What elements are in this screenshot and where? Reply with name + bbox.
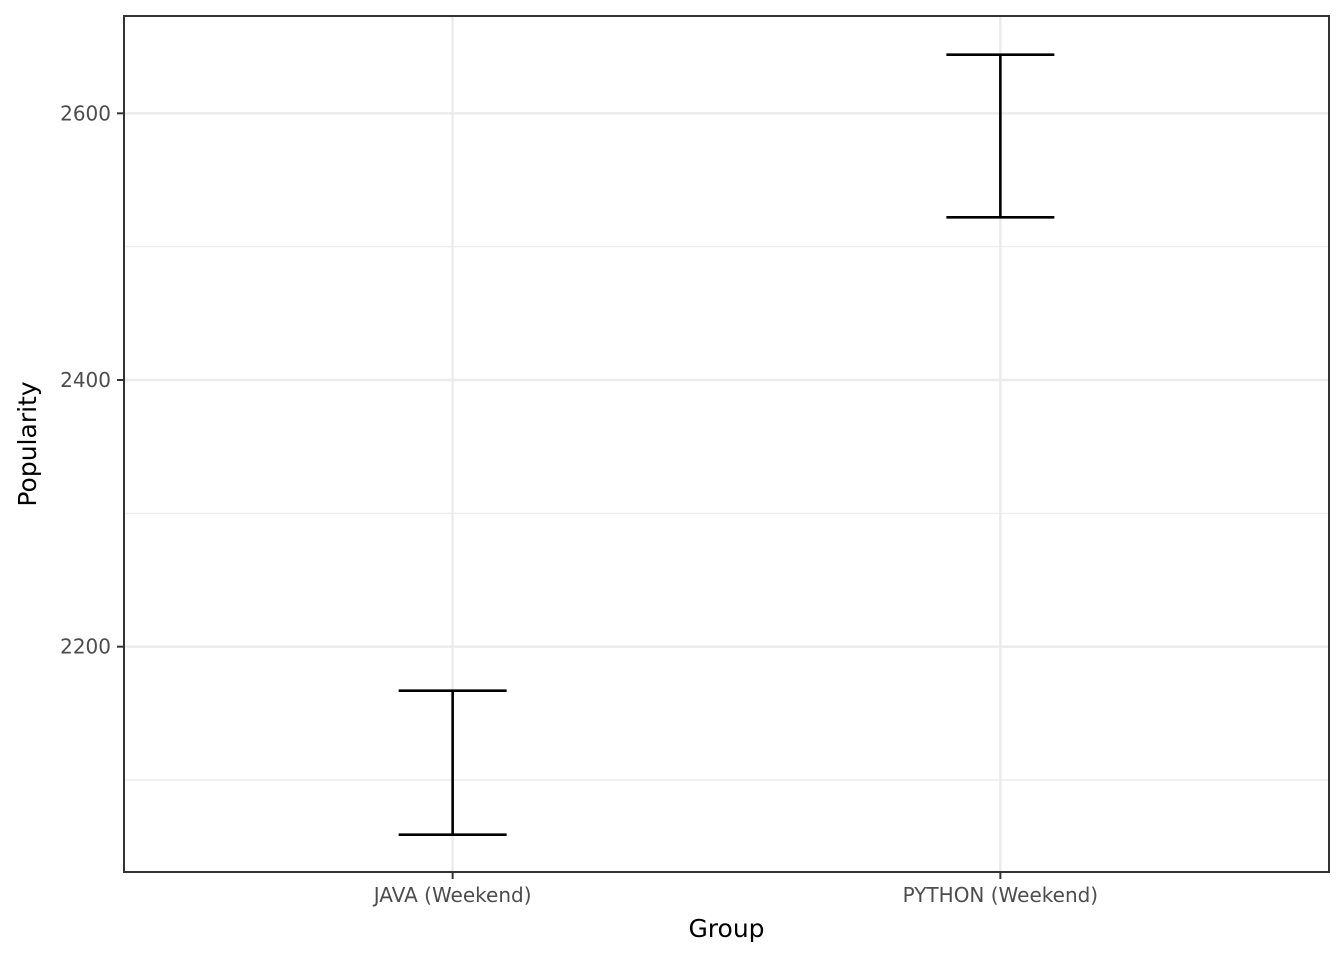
x-tick-label: JAVA (Weekend) <box>372 883 532 907</box>
y-tick-label: 2200 <box>60 635 111 659</box>
errorbar <box>946 53 1055 219</box>
errorbar-layer <box>398 53 1055 836</box>
axis-layer: 2200 2400 2600 JAVA (Weekend) PYTHON (Weeken… <box>60 101 1098 907</box>
errorbar <box>398 689 507 836</box>
y-axis-title: Popularity <box>13 381 42 506</box>
x-tick-label: PYTHON (Weekend) <box>903 883 1099 907</box>
x-axis-title: Group <box>688 914 764 943</box>
panel-border <box>123 15 1330 873</box>
y-tick-label: 2600 <box>60 101 111 125</box>
y-tick-label: 2400 <box>60 368 111 392</box>
grid-layer <box>124 16 1329 872</box>
